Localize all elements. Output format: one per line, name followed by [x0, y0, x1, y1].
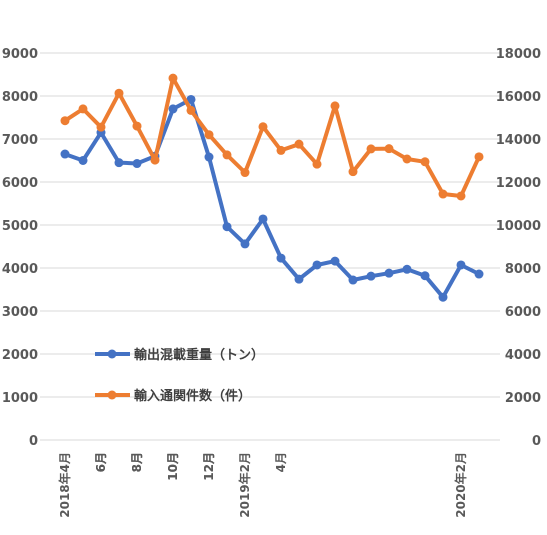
data-point: [366, 271, 376, 281]
left-tick-label: 4000: [2, 262, 38, 277]
data-point: [348, 167, 358, 177]
data-point: [294, 274, 304, 284]
x-tick-label: 12月: [202, 452, 216, 481]
data-point: [222, 150, 232, 160]
data-point: [438, 189, 448, 199]
data-point: [456, 260, 466, 270]
legend: 輸出混載重量（トン） 輸入通関件数（件）: [95, 347, 264, 404]
data-point: [186, 94, 196, 104]
legend-item-1: 輸出混載重量（トン）: [95, 347, 264, 363]
left-tick-label: 0: [29, 434, 38, 449]
left-tick-label: 7000: [2, 133, 38, 148]
legend-label: 輸入通関件数（件）: [134, 388, 251, 404]
data-point: [402, 154, 412, 164]
data-point: [78, 156, 88, 165]
right-tick-label: 0: [532, 434, 541, 449]
data-point: [114, 88, 124, 98]
right-tick-label: 8000: [505, 262, 541, 277]
data-point: [474, 152, 484, 162]
data-point: [420, 157, 430, 167]
data-point: [276, 145, 286, 155]
left-y-axis: 0 1000 2000 3000 4000 5000 6000 7000 8000 9000: [2, 47, 38, 449]
x-tick-label: 4月: [274, 452, 288, 472]
x-tick-label: 2019年2月: [237, 452, 252, 518]
data-point: [384, 268, 394, 278]
x-tick-label: 6月: [94, 452, 108, 472]
data-point: [330, 256, 340, 266]
right-tick-label: 6000: [505, 305, 541, 320]
legend-swatch-marker: [107, 349, 117, 359]
x-tick-label: 12月: [202, 452, 216, 481]
data-point: [132, 121, 142, 131]
x-tick-label: 10月: [166, 452, 180, 481]
right-tick-label: 10000: [496, 219, 541, 234]
data-point: [258, 122, 268, 132]
left-tick-label: 3000: [2, 305, 38, 320]
data-point: [78, 104, 88, 114]
left-tick-label: 9000: [2, 47, 38, 62]
data-point: [312, 260, 322, 270]
data-point: [276, 253, 286, 263]
x-tick-label: 2018年4月: [57, 452, 72, 518]
data-point: [420, 271, 430, 281]
data-point: [60, 149, 70, 159]
data-point: [150, 155, 160, 165]
left-tick-label: 5000: [2, 219, 38, 234]
x-tick-label: 8月: [130, 452, 144, 472]
data-point: [168, 104, 178, 114]
series-1: [60, 94, 484, 302]
x-tick-label: 8月: [130, 452, 144, 472]
x-tick-label: 2020年2月: [453, 452, 468, 518]
right-tick-label: 4000: [505, 348, 541, 363]
data-point: [60, 116, 70, 126]
data-point: [114, 158, 124, 168]
series-layer: [60, 73, 484, 302]
data-point: [258, 214, 268, 224]
right-tick-label: 18000: [496, 47, 541, 62]
data-point: [222, 222, 232, 232]
right-tick-label: 12000: [496, 176, 541, 191]
data-point: [204, 130, 214, 140]
left-tick-label: 2000: [2, 348, 38, 363]
right-tick-label: 16000: [496, 90, 541, 105]
right-tick-label: 2000: [505, 391, 541, 406]
data-point: [384, 144, 394, 154]
data-point: [96, 122, 106, 132]
legend-item-2: 輸入通関件数（件）: [95, 388, 251, 404]
right-y-axis: 0 2000 4000 6000 8000 10000 12000 14000 16000 180…: [496, 47, 541, 449]
data-point: [294, 139, 304, 149]
series-2: [60, 73, 484, 201]
right-tick-label: 14000: [496, 133, 541, 148]
data-point: [456, 191, 466, 201]
data-point: [330, 101, 340, 111]
data-point: [186, 105, 196, 115]
left-tick-label: 8000: [2, 90, 38, 105]
data-point: [438, 292, 448, 302]
data-point: [402, 264, 412, 274]
data-point: [168, 73, 178, 83]
data-point: [132, 159, 142, 169]
data-point: [348, 275, 358, 285]
x-tick-label: 6月: [94, 452, 108, 472]
legend-swatch-marker: [107, 390, 117, 400]
x-tick-label: 10月: [166, 452, 180, 481]
data-point: [366, 144, 376, 154]
data-point: [204, 152, 214, 162]
data-point: [474, 269, 484, 279]
data-point: [240, 239, 250, 249]
left-tick-label: 6000: [2, 176, 38, 191]
left-tick-label: 1000: [2, 391, 38, 406]
data-point: [312, 159, 322, 169]
legend-label: 輸出混載重量（トン）: [134, 347, 264, 363]
data-point: [240, 168, 250, 178]
